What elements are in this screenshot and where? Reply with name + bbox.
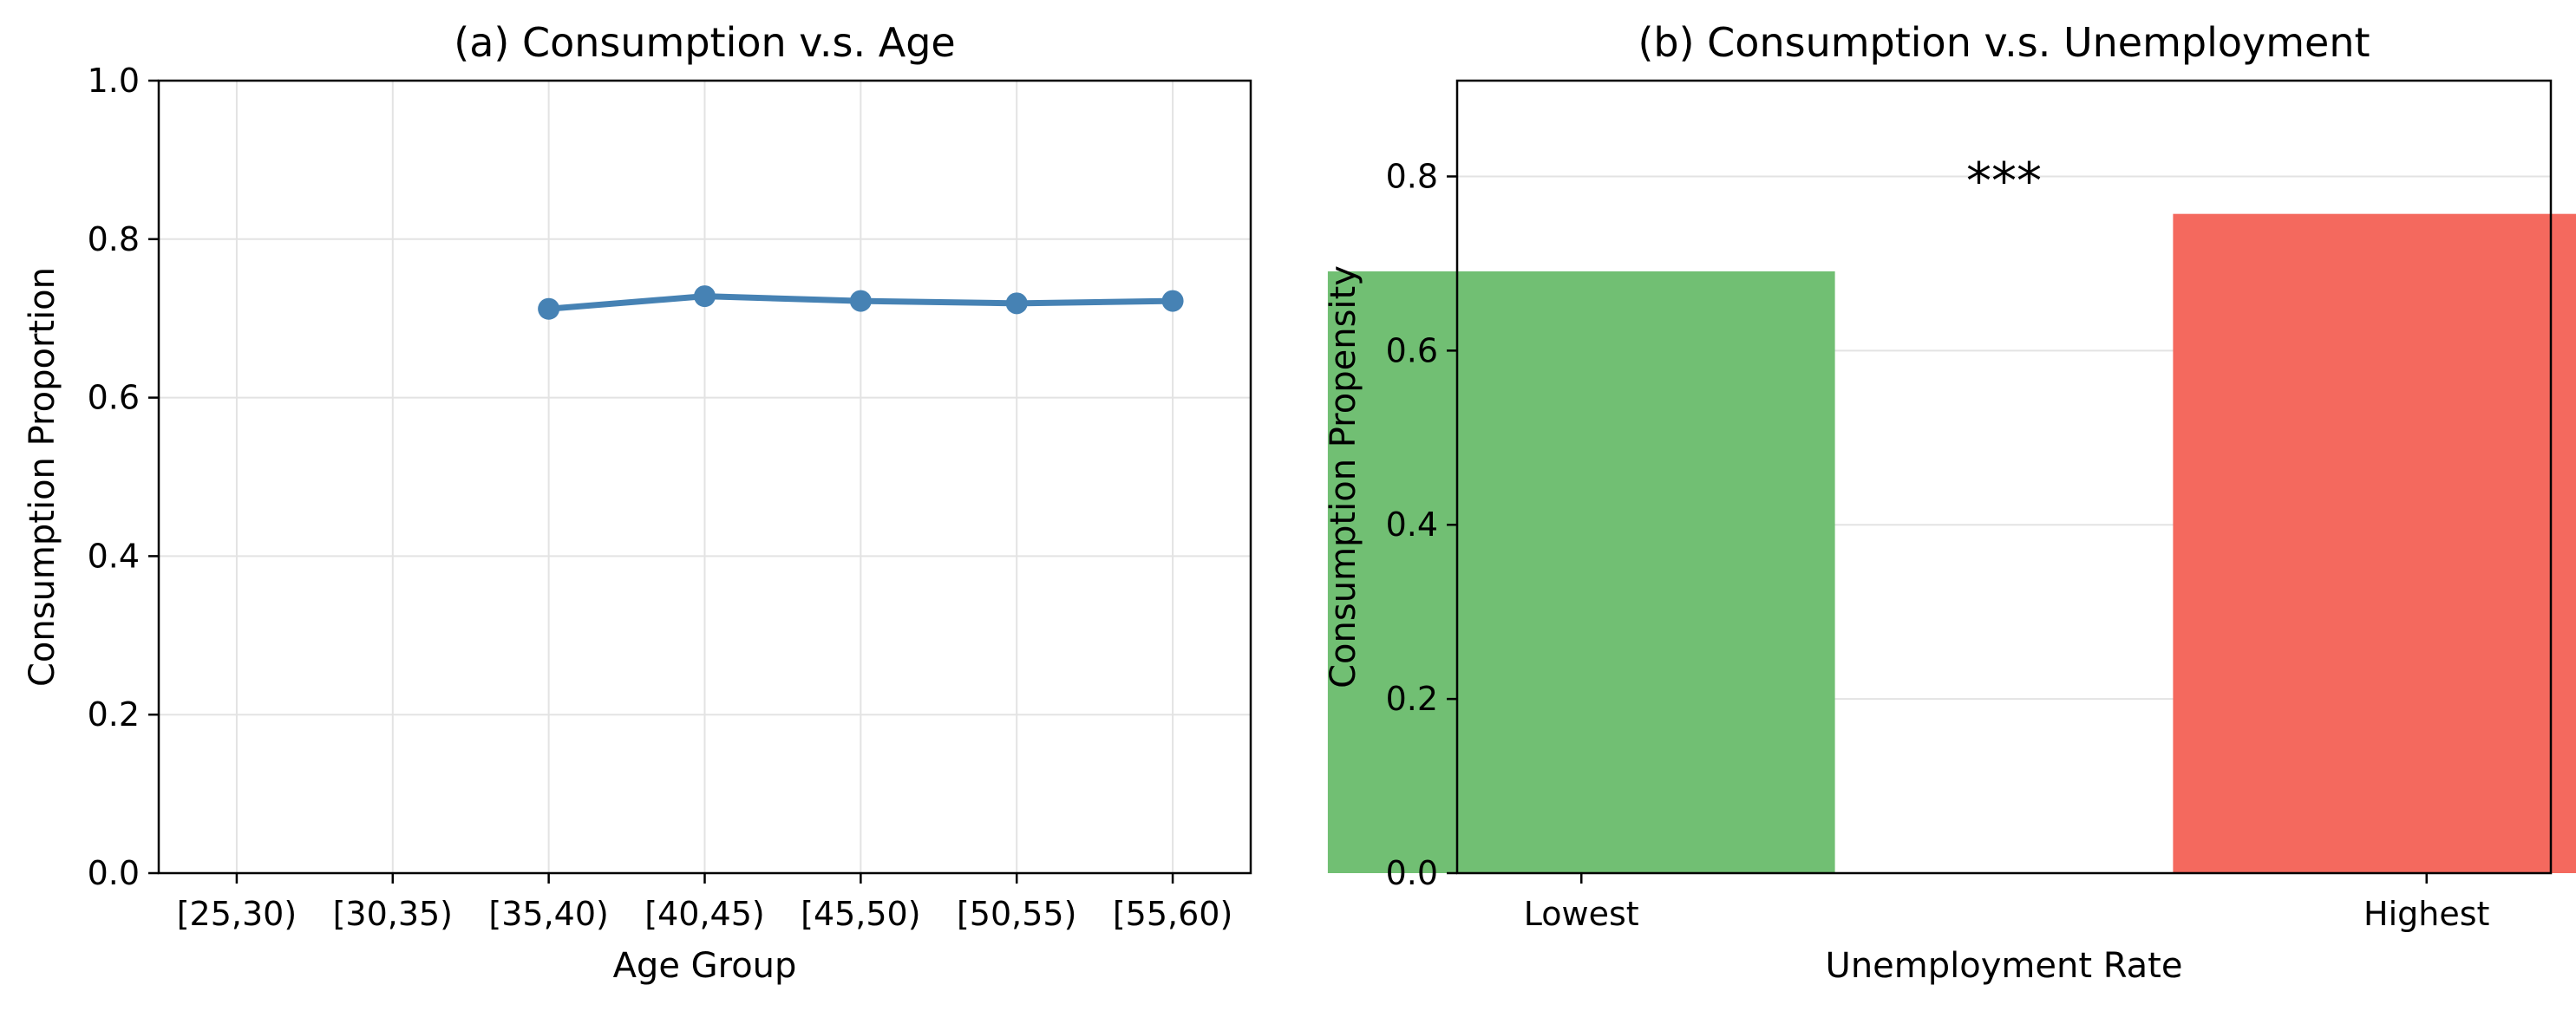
y-tick-label: 0.2 xyxy=(88,695,140,734)
y-tick-label: 0.4 xyxy=(1386,506,1438,544)
bar-chart-panel: Lowest Highest 0.0 0.2 0.4 0.6 0.8 (b) Consump… xyxy=(1324,19,2576,986)
x-tick-label: [25,30) xyxy=(177,895,297,933)
x-tick-label: [40,45) xyxy=(644,895,764,933)
y-tick-label: 0.8 xyxy=(1386,157,1438,195)
y-tick-label: 0.6 xyxy=(88,379,140,417)
x-tick-label: [35,40) xyxy=(488,895,608,933)
data-point xyxy=(1005,292,1028,315)
line-chart-plot xyxy=(538,285,1184,320)
y-tick-label: 0.0 xyxy=(88,854,140,892)
line-chart-x-axis-label: Age Group xyxy=(613,946,797,986)
x-tick-label: [55,60) xyxy=(1113,895,1232,933)
bar-chart-plot xyxy=(1327,213,2576,873)
bar-lowest xyxy=(1327,271,1835,873)
x-tick-label: [30,35) xyxy=(333,895,453,933)
y-tick-label: 0.2 xyxy=(1386,680,1438,718)
x-tick-label: Lowest xyxy=(1524,895,1639,933)
y-tick-label: 0.0 xyxy=(1386,854,1438,892)
x-tick-label: Highest xyxy=(2364,895,2489,933)
x-tick-label: [45,50) xyxy=(801,895,920,933)
line-chart-ticks: [25,30) [30,35) [35,40) [40,45) [45,50) [50,5… xyxy=(88,62,1233,933)
line-chart-title: (a) Consumption v.s. Age xyxy=(454,19,955,66)
bar-highest xyxy=(2173,213,2576,873)
data-point xyxy=(849,290,872,312)
y-tick-label: 0.8 xyxy=(88,220,140,258)
x-tick-label: [50,55) xyxy=(957,895,1076,933)
y-tick-label: 0.4 xyxy=(88,537,140,575)
bar-chart-ticks: Lowest Highest 0.0 0.2 0.4 0.6 0.8 xyxy=(1386,157,2490,933)
bar-chart-x-axis-label: Unemployment Rate xyxy=(1826,946,2183,986)
significance-annotation: *** xyxy=(1966,152,2042,211)
bar-chart-title: (b) Consumption v.s. Unemployment xyxy=(1638,19,2370,66)
line-chart-panel: [25,30) [30,35) [35,40) [40,45) [45,50) [50,5… xyxy=(23,19,1252,986)
data-point xyxy=(538,297,560,320)
data-point xyxy=(694,285,716,308)
data-point xyxy=(1161,290,1184,312)
y-tick-label: 0.6 xyxy=(1386,331,1438,369)
line-chart-y-axis-label: Consumption Proportion xyxy=(23,267,62,687)
bar-chart-y-axis-label: Consumption Propensity xyxy=(1324,265,1363,688)
y-tick-label: 1.0 xyxy=(88,62,140,100)
bar-chart-frame xyxy=(1455,79,2553,875)
